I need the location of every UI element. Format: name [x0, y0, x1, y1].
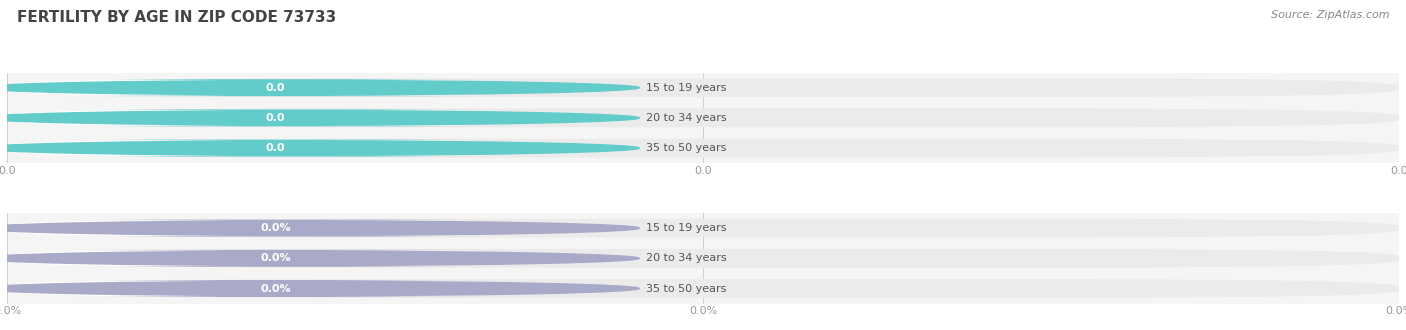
- FancyBboxPatch shape: [59, 280, 494, 297]
- FancyBboxPatch shape: [0, 220, 260, 237]
- FancyBboxPatch shape: [59, 250, 494, 267]
- Text: 20 to 34 years: 20 to 34 years: [647, 113, 727, 123]
- Circle shape: [0, 81, 640, 95]
- FancyBboxPatch shape: [7, 139, 1399, 157]
- Text: 0.0: 0.0: [266, 113, 285, 123]
- FancyBboxPatch shape: [0, 110, 260, 126]
- FancyBboxPatch shape: [59, 79, 494, 96]
- Text: 35 to 50 years: 35 to 50 years: [647, 143, 727, 153]
- Text: 0.0: 0.0: [266, 143, 285, 153]
- FancyBboxPatch shape: [7, 109, 1399, 127]
- Text: 0.0%: 0.0%: [260, 253, 291, 263]
- FancyBboxPatch shape: [7, 219, 1399, 238]
- FancyBboxPatch shape: [59, 220, 494, 237]
- Circle shape: [0, 141, 640, 155]
- FancyBboxPatch shape: [7, 78, 1399, 97]
- Text: Source: ZipAtlas.com: Source: ZipAtlas.com: [1271, 10, 1389, 20]
- FancyBboxPatch shape: [0, 280, 260, 297]
- FancyBboxPatch shape: [59, 110, 494, 126]
- Text: 0.0%: 0.0%: [260, 223, 291, 233]
- Text: 15 to 19 years: 15 to 19 years: [647, 223, 727, 233]
- Text: 0.0: 0.0: [266, 83, 285, 93]
- Text: FERTILITY BY AGE IN ZIP CODE 73733: FERTILITY BY AGE IN ZIP CODE 73733: [17, 10, 336, 25]
- Circle shape: [0, 251, 640, 266]
- Circle shape: [0, 111, 640, 125]
- FancyBboxPatch shape: [59, 140, 494, 156]
- Circle shape: [0, 281, 640, 296]
- Circle shape: [0, 221, 640, 235]
- FancyBboxPatch shape: [0, 79, 260, 96]
- FancyBboxPatch shape: [0, 140, 260, 156]
- FancyBboxPatch shape: [7, 279, 1399, 298]
- Text: 20 to 34 years: 20 to 34 years: [647, 253, 727, 263]
- FancyBboxPatch shape: [7, 249, 1399, 268]
- Text: 15 to 19 years: 15 to 19 years: [647, 83, 727, 93]
- FancyBboxPatch shape: [0, 250, 260, 267]
- Text: 0.0%: 0.0%: [260, 283, 291, 293]
- Text: 35 to 50 years: 35 to 50 years: [647, 283, 727, 293]
